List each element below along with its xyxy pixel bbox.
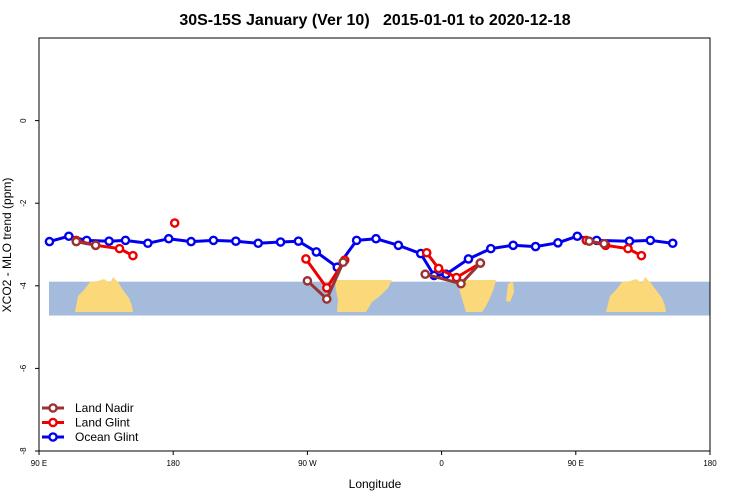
data-point — [553, 238, 563, 248]
data-point — [393, 240, 404, 251]
legend-item: Ocean Glint — [42, 430, 139, 444]
x-tick-label: 90 E — [31, 459, 47, 468]
data-point — [186, 236, 196, 247]
x-tick-label: 90 E — [568, 459, 584, 468]
data-point — [623, 243, 633, 254]
data-point — [572, 231, 583, 242]
data-point — [338, 257, 348, 268]
x-tick-label: 0 — [439, 459, 444, 468]
map-background — [49, 277, 710, 316]
series-line — [425, 251, 482, 279]
x-tick-label: 180 — [167, 459, 181, 468]
x-tick-label: 90 W — [298, 459, 317, 468]
data-point — [624, 236, 635, 246]
y-tick-label: -8 — [19, 447, 28, 455]
y-tick-label: -6 — [19, 364, 28, 372]
y-tick-label: -4 — [19, 282, 28, 290]
south-america-landmass — [335, 280, 392, 312]
plot-frame — [38, 37, 711, 452]
y-axis-label: XCO2 - MLO trend (ppm) — [0, 178, 14, 313]
legend-swatch-marker — [48, 432, 58, 442]
data-point — [208, 235, 219, 246]
x-axis-label: Longitude — [349, 477, 402, 491]
data-point — [163, 233, 174, 244]
data-point — [420, 269, 430, 280]
data-point — [104, 236, 114, 246]
data-point — [143, 238, 153, 249]
data-point — [645, 235, 656, 246]
data-point — [302, 276, 313, 286]
series-ocean-glint — [44, 231, 678, 281]
legend-label: Land Nadir — [75, 401, 134, 415]
y-axis: 0 -2 -4 -6 -8 — [19, 118, 39, 455]
series-layer — [44, 218, 678, 304]
data-point — [44, 236, 55, 247]
australia-landmass — [75, 277, 133, 312]
data-point — [530, 241, 541, 252]
data-point — [231, 236, 241, 246]
data-point — [584, 236, 595, 246]
data-point — [321, 294, 332, 304]
data-point — [114, 243, 125, 254]
data-point — [253, 238, 263, 249]
data-point — [475, 258, 486, 268]
data-point — [169, 218, 180, 228]
data-point — [486, 243, 496, 254]
data-point — [301, 254, 311, 264]
data-point — [275, 237, 286, 247]
data-point — [90, 240, 101, 251]
y-tick-label: -2 — [19, 199, 28, 207]
data-point — [667, 238, 678, 249]
data-point — [421, 247, 432, 258]
legend-swatch-marker — [48, 417, 58, 428]
data-point — [508, 240, 518, 251]
chart-title: 30S-15S January (Ver 10) 2015-01-01 to 2… — [179, 12, 570, 29]
y-tick-label: 0 — [19, 118, 28, 123]
legend-label: Ocean Glint — [75, 430, 139, 444]
data-point — [456, 278, 466, 289]
data-point — [371, 233, 381, 244]
data-point — [351, 235, 362, 246]
legend-item: Land Glint — [42, 416, 130, 430]
legend-swatch-marker — [48, 403, 58, 413]
x-axis: 90 E 180 90 W 0 90 E 180 — [31, 451, 717, 468]
legend-label: Land Glint — [75, 416, 130, 430]
data-point — [71, 236, 82, 247]
madagascar-landmass — [506, 281, 514, 302]
africa-landmass — [458, 280, 496, 312]
data-point — [293, 236, 304, 246]
data-point — [636, 250, 647, 261]
data-point — [311, 247, 322, 257]
data-point — [128, 250, 138, 261]
australia-landmass — [606, 277, 666, 312]
legend-item: Land Nadir — [42, 401, 134, 415]
x-tick-label: 180 — [703, 459, 717, 468]
data-point — [433, 263, 444, 274]
data-point — [120, 235, 131, 246]
data-point — [64, 231, 74, 242]
series-land-nadir — [71, 236, 609, 304]
data-point — [463, 254, 474, 264]
data-point — [599, 238, 609, 249]
